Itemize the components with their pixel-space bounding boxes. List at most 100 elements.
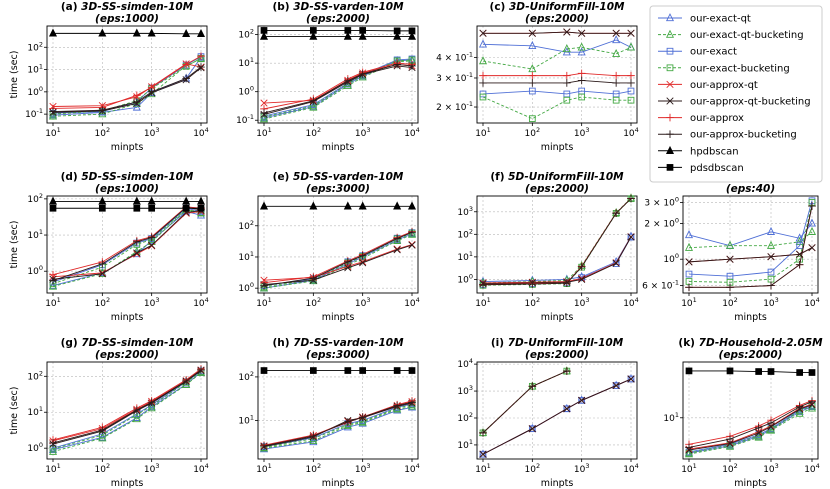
legend-label: hpdbscan: [690, 146, 739, 157]
data-point-approx_b: [479, 429, 487, 437]
legend: our-exact-qt our-exact-qt-bucketing our-ex…: [649, 5, 823, 183]
x-axis-label: minpts: [322, 312, 355, 323]
data-point-approx: [612, 71, 620, 80]
data-point-hpdbscan: [259, 201, 269, 210]
series-line-approx_b: [263, 63, 413, 114]
chart-panel-d: (d) 5D-SS-simden-10M(eps:1000) 100 101 102 1…: [9, 171, 209, 323]
y-tick-label: 103: [457, 205, 473, 218]
x-tick-label: 102: [306, 462, 322, 475]
chart-panel-c: (c) 3D-UniformFill-10M(eps:2000) 2 × 10-1…: [436, 1, 639, 153]
data-point-pdsdbscan: [309, 367, 317, 374]
data-point-exact_b: [528, 115, 536, 123]
series-line-approx_b: [52, 66, 202, 113]
chart-label: (d): [61, 171, 82, 183]
data-point-pdsdbscan: [755, 368, 763, 375]
x-tick-label: 101: [45, 296, 61, 309]
y-tick-label: 3 × 10-1: [436, 71, 473, 84]
series-line-approx_qt: [263, 63, 413, 104]
chart-subtitle: (eps:3000): [306, 349, 370, 361]
data-point-exact_qt: [795, 233, 804, 242]
data-point-pdsdbscan: [344, 27, 352, 34]
series-line-approx: [263, 231, 413, 284]
x-tick-label: 103: [355, 126, 371, 139]
y-tick-label: 3 × 100: [644, 195, 679, 208]
data-point-pdsdbscan: [359, 367, 367, 374]
data-point-approx_b: [767, 419, 775, 427]
data-point-approx_b: [754, 424, 763, 432]
series-line-exact_qt: [688, 223, 813, 247]
data-point-approx_b: [344, 418, 352, 426]
legend-item-exact_qt_b: our-exact-qt-bucketing: [658, 29, 804, 41]
plot-frame: [476, 361, 638, 460]
data-point-approx_qt: [393, 245, 401, 253]
chart-title: (h) 7D-SS-varden-10M: [272, 337, 404, 349]
data-point-exact_qt_b: [259, 283, 269, 292]
x-tick-label: 103: [763, 462, 779, 475]
data-point-exact_b: [563, 96, 571, 104]
y-tick-label: 100: [457, 272, 473, 285]
data-point-pdsdbscan: [767, 368, 775, 375]
data-point-approx_b: [577, 76, 586, 85]
data-point-approx_b: [393, 234, 401, 243]
data-point-exact_qt: [807, 218, 817, 227]
data-point-approx_qt_b: [685, 258, 693, 266]
series-line-approx: [52, 55, 202, 109]
x-axis-label: minpts: [111, 312, 144, 323]
data-point-approx_b: [98, 426, 107, 434]
chart-label: (a): [61, 1, 81, 13]
data-point-approx_b: [563, 279, 571, 287]
x-tick-label: 101: [256, 126, 272, 139]
legend-item-approx_qt_b: our-approx-qt-bucketing: [658, 97, 811, 108]
data-point-approx_b: [627, 79, 635, 87]
series-line-approx_qt_b: [52, 370, 202, 445]
data-point-approx_qt: [578, 274, 586, 283]
x-tick-label: 104: [404, 296, 420, 309]
series-line-exact_qt_b: [482, 197, 632, 284]
data-point-hpdbscan: [98, 28, 107, 37]
data-point-exact_qt_b: [528, 64, 537, 73]
data-point-approx_b: [147, 88, 156, 96]
chart-name: 5D-UniformFill-10M: [508, 171, 624, 183]
data-point-hpdbscan: [407, 201, 417, 210]
chart-title: (a) 3D-SS-simden-10M: [61, 1, 194, 13]
chart-name: 5D-SS-simden-10M: [81, 171, 194, 183]
data-point-hpdbscan: [309, 31, 318, 40]
data-point-hpdbscan: [393, 201, 402, 210]
x-tick-label: 101: [681, 296, 697, 309]
series-line-approx_qt_b: [263, 65, 413, 115]
data-point-pdsdbscan: [393, 27, 401, 35]
y-tick-label: 100: [238, 281, 254, 294]
chart-subtitle: (eps:2000): [525, 13, 589, 25]
data-point-approx_b: [795, 403, 804, 411]
x-tick-label: 102: [95, 126, 111, 139]
x-axis-label: minpts: [322, 478, 355, 489]
data-point-approx_b: [563, 79, 571, 87]
data-point-pdsdbscan: [49, 204, 57, 212]
x-tick-label: 102: [722, 462, 738, 475]
data-point-exact_qt: [684, 230, 694, 239]
chart-subtitle: (eps:2000): [525, 183, 589, 195]
y-tick-label: 10-1: [236, 113, 254, 126]
data-point-exact_b: [479, 93, 487, 101]
y-tick-label: 6 × 10-1: [642, 279, 679, 292]
legend-label: our-exact-qt: [690, 14, 751, 25]
x-tick-label: 102: [306, 296, 322, 309]
data-point-approx_b: [408, 228, 416, 237]
y-tick-label: 101: [663, 411, 679, 424]
x-axis-label: minpts: [541, 312, 574, 323]
data-point-approx: [197, 52, 205, 60]
data-point-approx_qt_b: [578, 275, 586, 284]
x-tick-label: 104: [804, 296, 820, 309]
data-point-approx: [577, 69, 586, 78]
data-point-pdsdbscan: [359, 27, 367, 34]
data-point-hpdbscan: [358, 201, 367, 210]
series-line-approx_qt_b: [688, 247, 813, 263]
data-point-exact: [627, 233, 635, 241]
series-line-approx_b: [483, 79, 631, 84]
y-tick-label: 101: [238, 413, 254, 426]
data-point-hpdbscan: [182, 28, 191, 37]
x-axis-label: minpts: [734, 312, 767, 323]
data-point-exact_qt_b: [343, 80, 352, 90]
legend-marker: [666, 64, 674, 72]
data-point-approx_qt_b: [148, 241, 156, 249]
